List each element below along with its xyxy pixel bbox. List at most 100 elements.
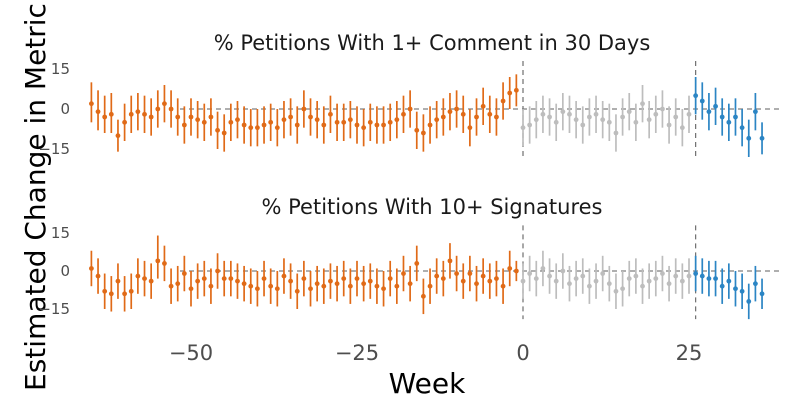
- estimate-point: [195, 263, 201, 299]
- point-marker: [175, 281, 181, 287]
- point-marker: [274, 286, 280, 292]
- point-marker: [89, 101, 94, 107]
- point-marker: [719, 283, 725, 289]
- point-marker: [162, 101, 167, 107]
- estimate-point: [540, 250, 546, 287]
- estimate-point: [407, 265, 413, 302]
- estimate-point: [135, 93, 141, 131]
- point-marker: [321, 283, 327, 289]
- estimate-point: [347, 101, 353, 139]
- estimate-point: [288, 263, 293, 299]
- estimate-point: [314, 101, 320, 139]
- point-marker: [573, 276, 579, 281]
- y-tick-labels: −15 0 15: [38, 224, 70, 318]
- estimate-point: [175, 98, 181, 136]
- estimate-point: [394, 101, 400, 139]
- point-marker: [235, 117, 240, 123]
- point-marker: [381, 286, 386, 292]
- point-marker: [268, 119, 274, 125]
- point-marker: [447, 109, 453, 115]
- point-marker: [527, 122, 533, 128]
- point-marker: [460, 278, 466, 284]
- point-marker: [122, 119, 127, 125]
- estimate-point: [288, 98, 293, 136]
- estimate-point: [181, 255, 187, 292]
- point-marker: [587, 283, 592, 289]
- y-tick-label: 0: [60, 262, 70, 280]
- estimate-point: [347, 268, 353, 304]
- point-marker: [653, 111, 659, 117]
- estimate-point: [301, 260, 307, 297]
- panel-title: % Petitions With 1+ Comment in 30 Days: [214, 31, 651, 55]
- y-tick-label: 0: [60, 100, 70, 118]
- estimate-point: [706, 93, 712, 131]
- estimate-point: [693, 255, 699, 292]
- estimate-point: [454, 90, 459, 128]
- estimate-point: [374, 106, 380, 144]
- estimate-point: [467, 109, 473, 147]
- point-marker: [367, 278, 373, 284]
- estimate-point: [660, 255, 665, 292]
- estimate-point: [235, 101, 240, 139]
- estimate-point: [341, 260, 347, 297]
- point-marker: [328, 278, 333, 284]
- y-tick-labels: −15 0 15: [38, 60, 70, 158]
- point-marker: [341, 119, 347, 125]
- estimate-point: [361, 109, 367, 147]
- estimate-point: [726, 263, 732, 299]
- estimate-point: [593, 263, 599, 299]
- point-marker: [640, 101, 645, 107]
- point-marker: [367, 119, 373, 125]
- estimate-point: [679, 263, 685, 299]
- estimate-point: [494, 98, 499, 136]
- x-tick-label: −50: [169, 341, 213, 365]
- estimate-point: [128, 95, 134, 133]
- point-marker: [294, 122, 300, 128]
- point-marker: [613, 130, 619, 136]
- point-marker: [533, 276, 539, 281]
- point-marker: [181, 122, 187, 128]
- point-marker: [221, 276, 227, 281]
- point-marker: [401, 111, 406, 117]
- estimate-point: [321, 268, 327, 304]
- point-marker: [142, 276, 147, 281]
- point-marker: [733, 114, 738, 120]
- point-marker: [274, 125, 280, 131]
- point-marker: [567, 281, 572, 287]
- estimate-point: [733, 98, 738, 136]
- estimate-point: [221, 114, 227, 152]
- point-marker: [500, 98, 506, 104]
- point-marker: [593, 111, 599, 117]
- point-marker: [354, 122, 360, 128]
- estimate-point: [334, 103, 340, 141]
- estimate-point: [128, 273, 134, 309]
- estimate-point: [759, 122, 765, 155]
- estimate-point: [666, 106, 672, 144]
- point-marker: [128, 288, 134, 294]
- point-marker: [713, 103, 718, 109]
- point-marker: [168, 106, 174, 112]
- point-marker: [241, 281, 247, 287]
- point-marker: [181, 271, 187, 276]
- estimate-point: [142, 260, 147, 297]
- y-tick-label: 15: [51, 60, 70, 78]
- estimate-point: [381, 106, 386, 144]
- estimate-point: [148, 263, 154, 299]
- point-marker: [328, 111, 333, 117]
- estimate-point: [699, 258, 705, 294]
- point-marker: [646, 117, 652, 123]
- point-marker: [235, 278, 240, 284]
- estimate-point: [434, 258, 440, 294]
- estimate-point: [759, 278, 765, 309]
- point-marker: [753, 281, 758, 287]
- point-marker: [195, 117, 201, 123]
- estimate-point: [547, 98, 552, 136]
- estimate-point: [733, 271, 738, 307]
- estimate-point: [308, 98, 313, 136]
- point-marker: [155, 106, 161, 112]
- estimate-point: [334, 265, 340, 302]
- estimate-point: [208, 268, 214, 304]
- estimate-point: [540, 95, 546, 133]
- point-marker: [706, 109, 712, 115]
- estimate-point: [175, 265, 181, 302]
